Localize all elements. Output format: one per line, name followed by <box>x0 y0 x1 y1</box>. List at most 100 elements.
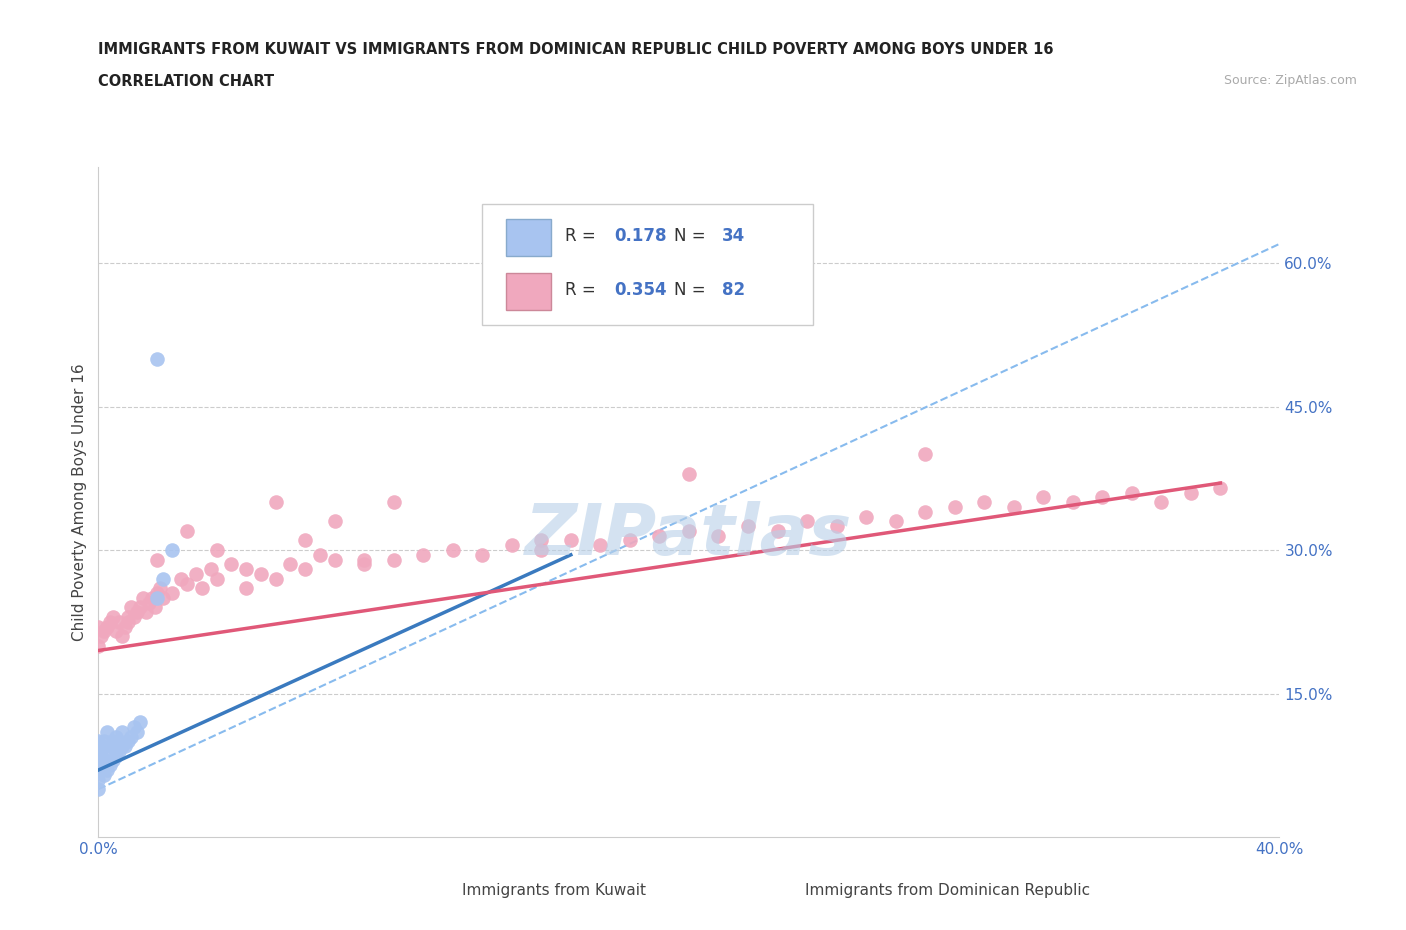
Text: IMMIGRANTS FROM KUWAIT VS IMMIGRANTS FROM DOMINICAN REPUBLIC CHILD POVERTY AMONG: IMMIGRANTS FROM KUWAIT VS IMMIGRANTS FRO… <box>98 42 1054 57</box>
Point <box>93 624 115 639</box>
Point <box>117 609 139 624</box>
Point <box>200 562 222 577</box>
Point <box>1062 495 1084 510</box>
Point <box>146 352 169 366</box>
Point <box>114 738 136 753</box>
Point <box>96 724 118 739</box>
Text: 82: 82 <box>723 281 745 299</box>
Point <box>1180 485 1202 500</box>
Point <box>796 514 818 529</box>
Point <box>707 528 730 543</box>
Point <box>589 538 612 552</box>
Point <box>132 591 155 605</box>
Point <box>105 624 128 639</box>
Point <box>93 734 115 749</box>
Point <box>105 749 128 764</box>
Point <box>323 514 346 529</box>
Point <box>619 533 641 548</box>
Point <box>135 604 157 619</box>
Text: R =: R = <box>565 227 600 246</box>
Point <box>90 629 112 644</box>
Point <box>93 767 115 782</box>
Point <box>96 763 118 777</box>
Point <box>278 557 302 572</box>
Point <box>117 734 139 749</box>
Point <box>122 609 145 624</box>
Text: CORRELATION CHART: CORRELATION CHART <box>98 74 274 89</box>
Point <box>530 533 553 548</box>
Point <box>87 743 110 758</box>
Point <box>122 720 145 735</box>
Point <box>128 600 150 615</box>
Point <box>162 542 183 557</box>
Point <box>250 566 273 581</box>
Point <box>90 738 112 753</box>
Point <box>98 758 121 773</box>
Point <box>152 591 174 605</box>
Point <box>825 519 848 534</box>
Point <box>471 548 494 563</box>
Point <box>87 782 110 797</box>
Point <box>117 615 139 630</box>
Point <box>162 586 183 601</box>
Point <box>1121 485 1143 500</box>
Text: N =: N = <box>673 281 710 299</box>
Point <box>737 519 759 534</box>
Point <box>560 533 582 548</box>
Point <box>1209 481 1232 496</box>
Point <box>914 504 936 519</box>
Point <box>146 586 169 601</box>
Point <box>96 619 118 634</box>
Point <box>309 548 332 563</box>
Text: Source: ZipAtlas.com: Source: ZipAtlas.com <box>1223 74 1357 87</box>
Point <box>98 738 121 753</box>
Text: ZIPatlas: ZIPatlas <box>526 501 852 570</box>
Point <box>530 542 553 557</box>
Point <box>125 724 148 739</box>
Point <box>264 495 287 510</box>
Point <box>96 743 118 758</box>
Point <box>90 749 112 764</box>
Point <box>114 619 136 634</box>
Point <box>108 615 131 630</box>
Point <box>205 571 228 586</box>
Text: Immigrants from Kuwait: Immigrants from Kuwait <box>463 884 647 898</box>
Point <box>111 738 134 753</box>
Point <box>111 724 134 739</box>
Point <box>184 566 207 581</box>
Point <box>87 734 110 749</box>
Point <box>143 600 166 615</box>
Point <box>146 591 169 605</box>
Point <box>855 509 877 524</box>
Point <box>90 758 112 773</box>
Point <box>884 514 907 529</box>
Point <box>205 542 228 557</box>
Point <box>441 542 464 557</box>
Point <box>943 499 966 514</box>
Point <box>105 729 128 744</box>
Text: N =: N = <box>673 227 710 246</box>
Point <box>264 571 287 586</box>
Point <box>93 753 115 768</box>
Point <box>648 528 671 543</box>
Point <box>1032 490 1054 505</box>
Point <box>973 495 995 510</box>
FancyBboxPatch shape <box>418 877 453 908</box>
Point <box>235 581 257 596</box>
Point <box>235 562 257 577</box>
Point <box>353 557 375 572</box>
Point <box>87 772 110 787</box>
Point <box>412 548 434 563</box>
Point <box>914 447 936 462</box>
FancyBboxPatch shape <box>759 877 796 908</box>
Point <box>98 615 121 630</box>
Point <box>120 729 142 744</box>
Point <box>87 638 110 653</box>
Point <box>170 571 193 586</box>
Point <box>87 753 110 768</box>
Text: 0.354: 0.354 <box>614 281 668 299</box>
Point <box>146 552 169 567</box>
Text: Immigrants from Dominican Republic: Immigrants from Dominican Republic <box>804 884 1090 898</box>
Point <box>141 591 163 605</box>
Point <box>323 552 346 567</box>
